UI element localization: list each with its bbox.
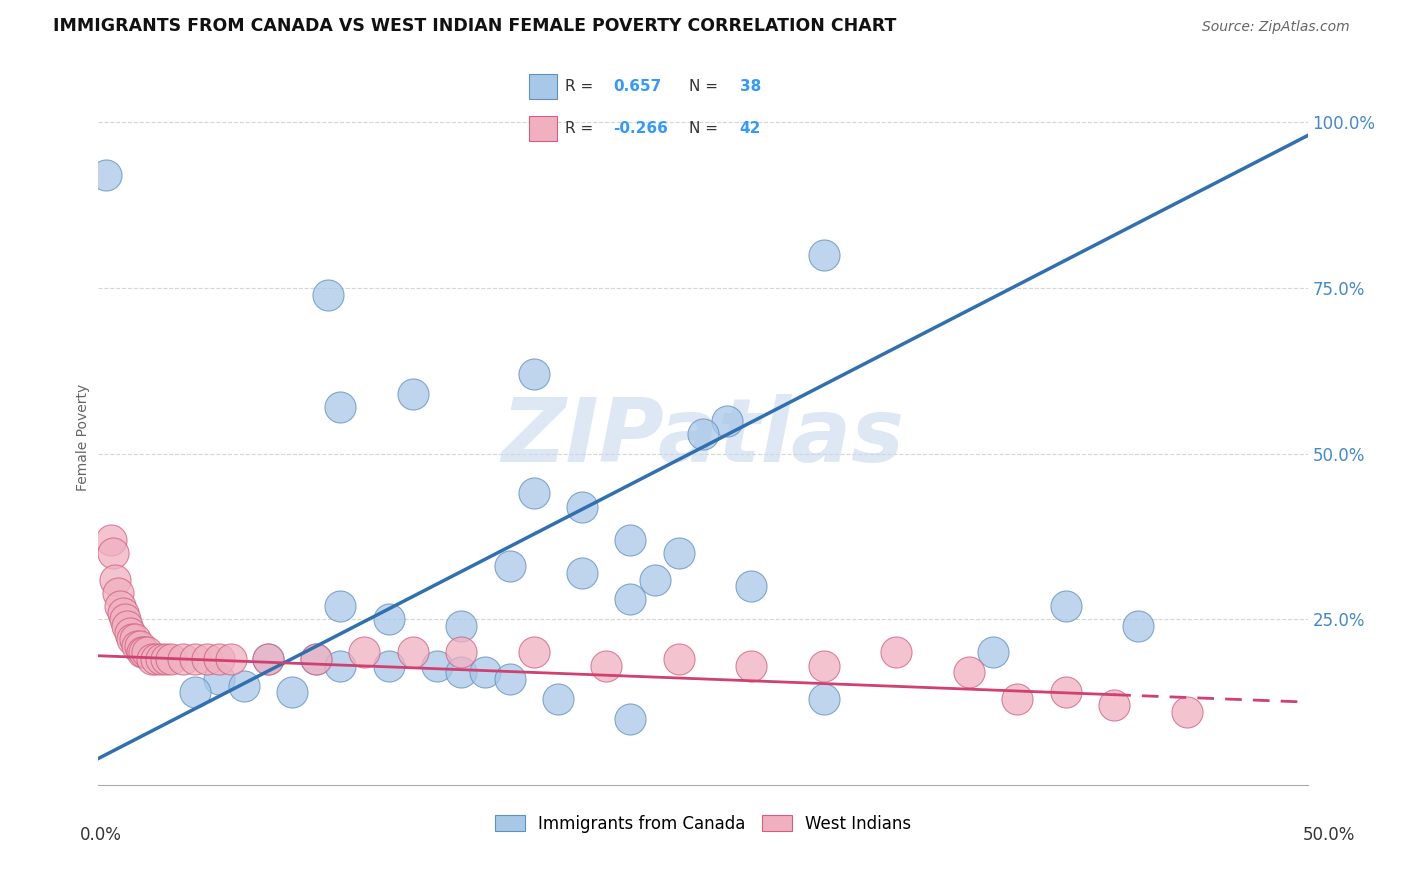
Point: [121, 632, 143, 647]
Point: [107, 586, 129, 600]
Point: [547, 691, 569, 706]
Text: N =: N =: [689, 78, 723, 94]
Point: [124, 632, 146, 647]
Text: Source: ZipAtlas.com: Source: ZipAtlas.com: [1202, 21, 1350, 34]
Point: [117, 619, 139, 633]
Point: [450, 665, 472, 680]
Point: [1054, 599, 1077, 613]
Point: [172, 652, 194, 666]
Point: [101, 546, 124, 560]
Point: [305, 652, 328, 666]
Text: ZIPatlas: ZIPatlas: [502, 393, 904, 481]
Point: [813, 248, 835, 262]
Point: [377, 658, 399, 673]
Point: [127, 639, 149, 653]
Point: [668, 652, 690, 666]
Text: -0.266: -0.266: [613, 121, 668, 136]
Point: [619, 592, 641, 607]
Point: [813, 691, 835, 706]
Point: [145, 652, 167, 666]
Point: [377, 612, 399, 626]
Point: [619, 533, 641, 547]
Point: [111, 606, 134, 620]
Point: [1054, 685, 1077, 699]
Point: [316, 287, 339, 301]
Point: [571, 566, 593, 580]
Point: [426, 658, 449, 673]
Point: [94, 169, 117, 183]
Text: R =: R =: [565, 121, 599, 136]
Point: [221, 652, 243, 666]
Point: [813, 658, 835, 673]
Text: R =: R =: [565, 78, 599, 94]
Point: [256, 652, 278, 666]
Point: [716, 413, 738, 427]
Point: [108, 599, 131, 613]
Text: 38: 38: [740, 78, 761, 94]
Text: IMMIGRANTS FROM CANADA VS WEST INDIAN FEMALE POVERTY CORRELATION CHART: IMMIGRANTS FROM CANADA VS WEST INDIAN FE…: [53, 17, 897, 35]
Point: [450, 619, 472, 633]
Point: [118, 625, 141, 640]
Point: [329, 599, 352, 613]
Point: [128, 639, 150, 653]
Point: [692, 426, 714, 441]
Point: [668, 546, 690, 560]
Point: [208, 672, 231, 686]
Point: [131, 645, 153, 659]
Point: [886, 645, 908, 659]
Point: [740, 658, 762, 673]
Point: [305, 652, 328, 666]
Point: [523, 486, 546, 500]
Point: [104, 573, 127, 587]
Point: [256, 652, 278, 666]
FancyBboxPatch shape: [529, 116, 557, 142]
Point: [402, 387, 425, 401]
Point: [450, 645, 472, 659]
FancyBboxPatch shape: [529, 74, 557, 99]
Point: [160, 652, 183, 666]
Point: [114, 612, 136, 626]
Point: [184, 685, 207, 699]
Point: [155, 652, 177, 666]
Point: [141, 652, 163, 666]
Text: N =: N =: [689, 121, 723, 136]
Legend: Immigrants from Canada, West Indians: Immigrants from Canada, West Indians: [488, 808, 918, 839]
Point: [184, 652, 207, 666]
Point: [981, 645, 1004, 659]
Point: [619, 712, 641, 726]
Point: [571, 500, 593, 514]
Point: [353, 645, 375, 659]
Point: [1102, 698, 1125, 713]
Point: [474, 665, 496, 680]
Point: [1007, 691, 1029, 706]
Point: [134, 645, 156, 659]
Text: 0.0%: 0.0%: [80, 826, 122, 844]
Point: [1175, 705, 1198, 719]
Text: 50.0%: 50.0%: [1302, 826, 1355, 844]
Text: 0.657: 0.657: [613, 78, 661, 94]
Point: [100, 533, 122, 547]
Point: [957, 665, 980, 680]
Point: [644, 573, 666, 587]
Point: [740, 579, 762, 593]
Point: [232, 679, 254, 693]
Point: [1128, 619, 1150, 633]
Point: [595, 658, 617, 673]
Point: [402, 645, 425, 659]
Point: [329, 658, 352, 673]
Point: [329, 401, 352, 415]
Text: 42: 42: [740, 121, 761, 136]
Point: [498, 559, 520, 574]
Point: [195, 652, 218, 666]
Y-axis label: Female Poverty: Female Poverty: [76, 384, 90, 491]
Point: [498, 672, 520, 686]
Point: [523, 367, 546, 381]
Point: [135, 645, 157, 659]
Point: [523, 645, 546, 659]
Point: [281, 685, 304, 699]
Point: [150, 652, 173, 666]
Point: [208, 652, 231, 666]
